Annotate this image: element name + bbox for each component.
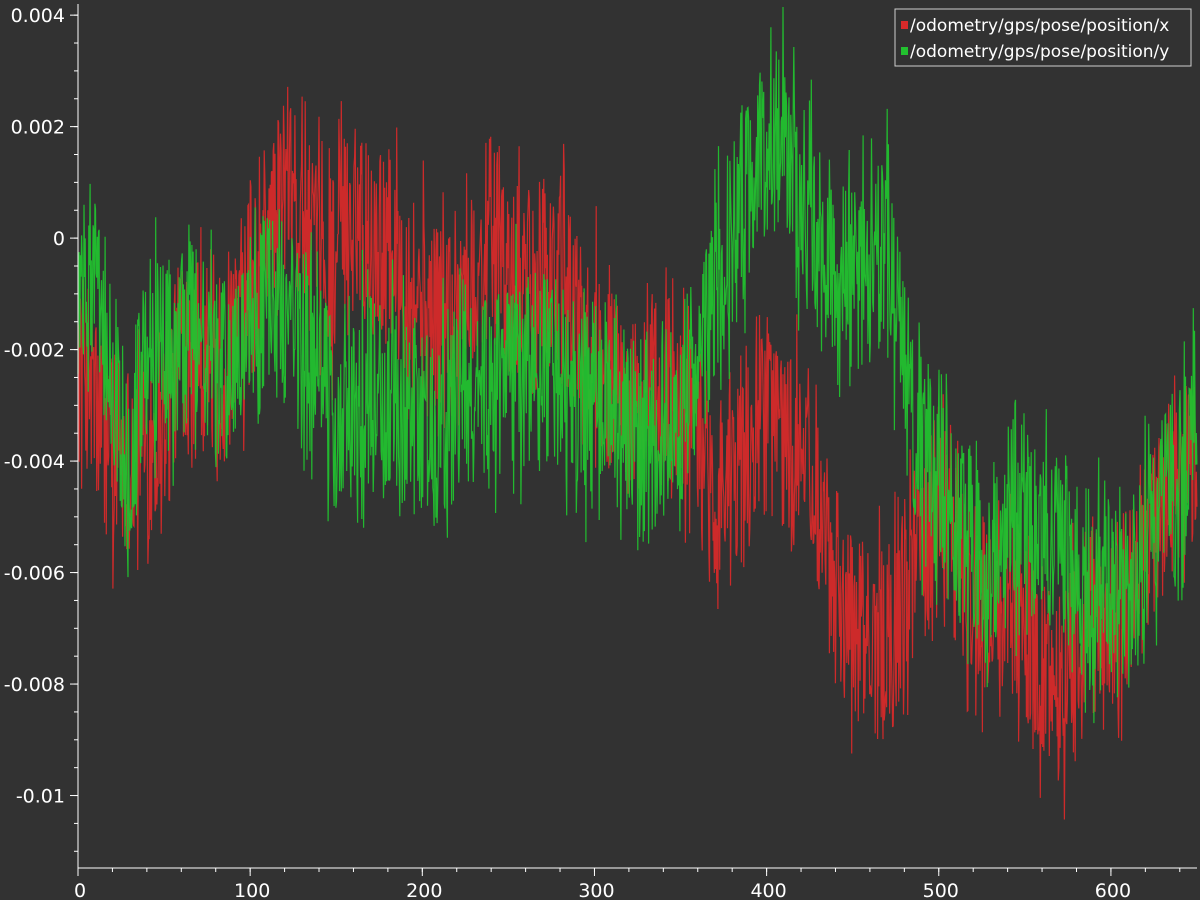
series-layer	[77, 6, 1198, 820]
y-tick-label: 0.002	[11, 117, 65, 139]
legend-label: /odometry/gps/pose/position/y	[910, 42, 1169, 62]
series-trace-1	[77, 6, 1198, 724]
y-tick-label: -0.006	[4, 563, 65, 585]
legend-box	[894, 8, 1192, 67]
series-position-y	[77, 6, 1198, 724]
x-tick-label: 300	[578, 880, 614, 900]
x-tick-label: 200	[406, 880, 442, 900]
y-tick-label: 0	[53, 228, 65, 250]
y-tick-label: -0.004	[4, 451, 65, 473]
legend-swatch	[901, 21, 908, 29]
x-tick-label: 0	[74, 880, 86, 900]
x-tick-label: 500	[923, 880, 959, 900]
axis-layer: 0.004 0.002 0 -0.002 -0.004 -0.006 -0.008 -0.01…	[4, 4, 1197, 900]
y-tick-label: -0.008	[4, 674, 65, 696]
x-tick-label: 100	[234, 880, 270, 900]
y-tick-label: -0.01	[16, 786, 65, 808]
legend-label: /odometry/gps/pose/position/x	[910, 16, 1169, 36]
legend-swatch	[901, 47, 908, 55]
y-tick-label: 0.004	[11, 5, 65, 27]
x-tick-label: 600	[1095, 880, 1131, 900]
y-tick-label: -0.002	[4, 340, 65, 362]
x-tick-label: 400	[750, 880, 786, 900]
legend: /odometry/gps/pose/position/x/odometry/g…	[894, 8, 1192, 67]
